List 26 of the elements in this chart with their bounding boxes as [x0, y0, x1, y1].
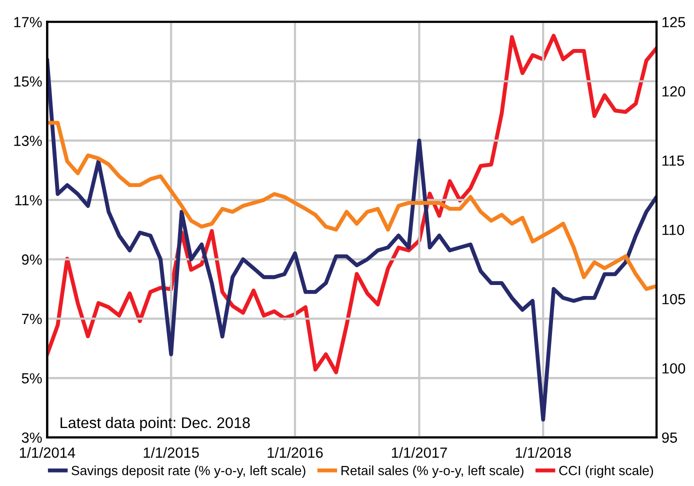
y2-tick-label: 125: [662, 16, 686, 28]
y-tick-label: 13%: [14, 136, 42, 146]
y-tick-label: 5%: [22, 373, 42, 384]
legend-label: CCI (right scale): [559, 466, 654, 478]
y-tick-label: 7%: [22, 314, 42, 324]
line-series: [47, 34, 657, 374]
y2-tick-label: 105: [662, 294, 686, 304]
y2-tick-label: 110: [662, 224, 684, 236]
y-tick-label: 3%: [22, 432, 42, 443]
legend-label: Retail sales (% y-o-y, left scale): [342, 466, 524, 478]
x-tick-label: 1/1/2017: [392, 447, 447, 458]
x-tick-label: 1/1/2014: [20, 447, 76, 458]
y2-tick-label: 120: [662, 86, 686, 97]
x-tick-label: 1/1/2016: [268, 447, 323, 458]
y-tick-label: 15%: [14, 76, 42, 87]
y-tick-label: 17%: [14, 17, 42, 28]
x-tick-label: 1/1/2018: [516, 447, 571, 458]
y2-tick-label: 100: [662, 363, 686, 374]
line-series: [47, 120, 657, 291]
annotation: Latest data point: Dec. 2018: [60, 416, 250, 432]
y2-tick-label: 115: [662, 156, 684, 166]
x-tick-label: 1/1/2015: [144, 447, 199, 458]
y2-tick-label: 95: [662, 432, 677, 443]
legend-label: Savings deposit rate (% y-o-y, left scale): [72, 466, 306, 478]
y-tick-label: 9%: [22, 254, 42, 265]
y-tick-label: 11%: [15, 195, 42, 206]
